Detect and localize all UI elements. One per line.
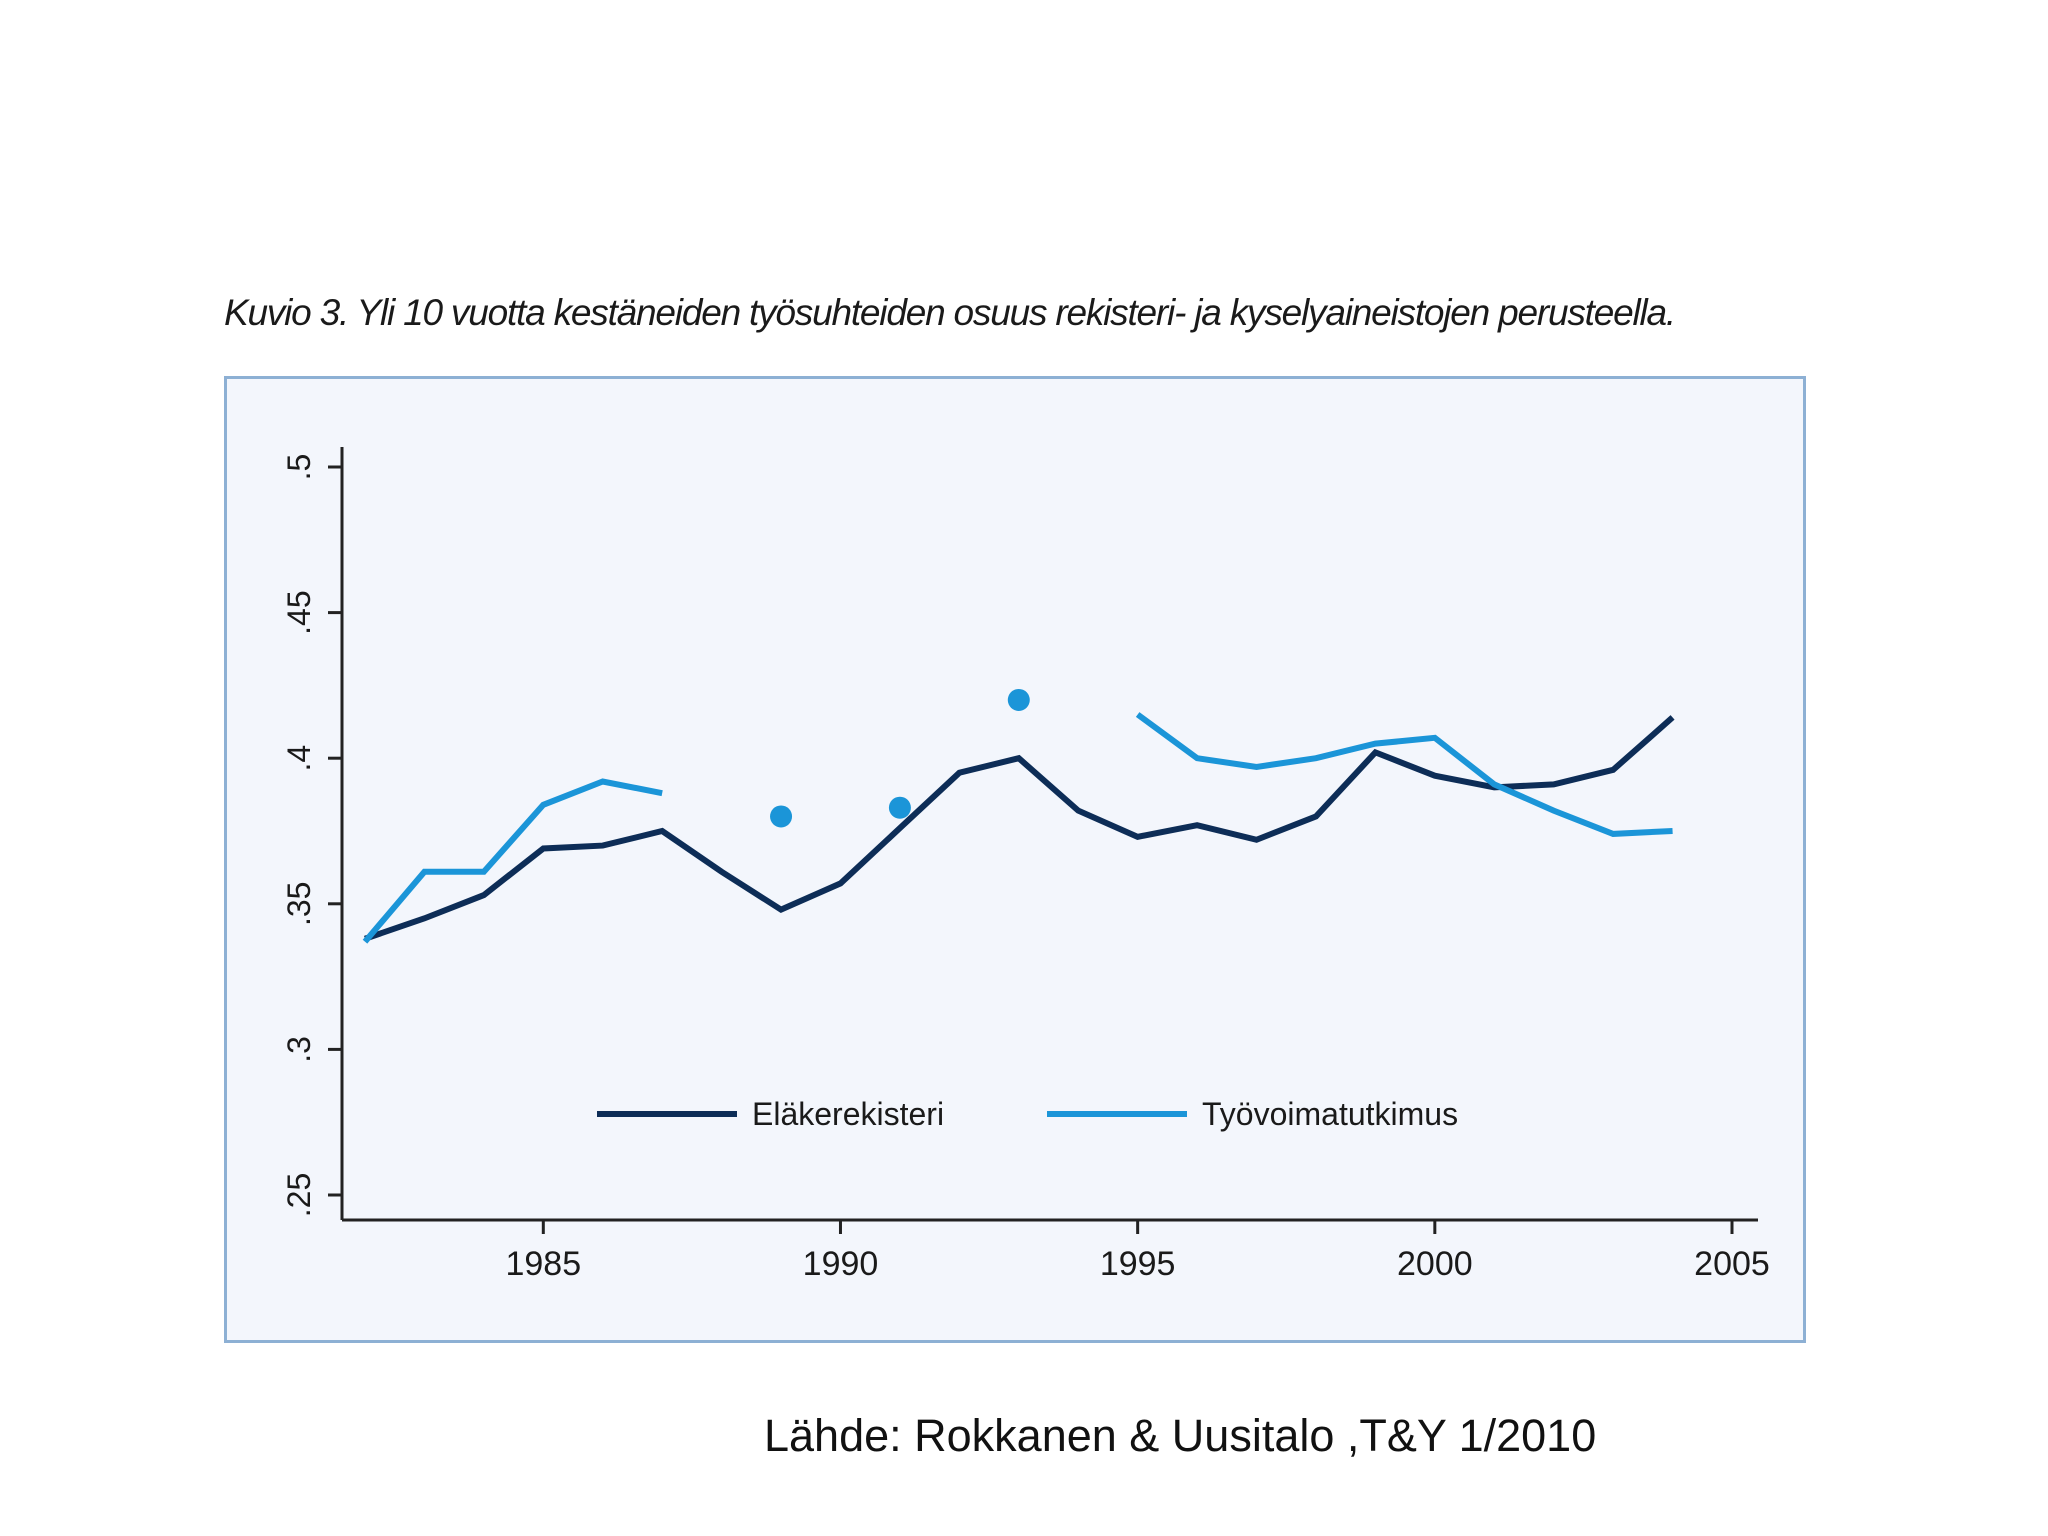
y-tick-label: .25 xyxy=(281,1173,317,1217)
series-tyovoimatutkimus-point xyxy=(888,796,911,819)
y-tick-label: .35 xyxy=(281,882,317,926)
chart-panel: .25 .3 .35 .4 .45 .5 1985 1990 1995 2000 2005 Eläke… xyxy=(224,376,1806,1343)
y-tick-label: .45 xyxy=(281,590,317,634)
legend-elakerekisteri-label: Eläkerekisteri xyxy=(752,1096,944,1132)
x-tick-label: 2005 xyxy=(1694,1245,1770,1283)
x-tick-label: 1985 xyxy=(505,1245,581,1283)
series-tyovoimatutkimus-point xyxy=(770,805,793,828)
chart-title: Kuvio 3. Yli 10 vuotta kestäneiden työsu… xyxy=(224,292,1676,333)
legend-tyovoimatutkimus-label: Työvoimatutkimus xyxy=(1202,1096,1458,1132)
y-tick-label: .5 xyxy=(281,454,317,481)
series-tyovoimatutkimus-point xyxy=(1007,688,1030,711)
x-tick-label: 2000 xyxy=(1397,1245,1473,1283)
y-tick-label: .4 xyxy=(281,745,317,772)
line-chart: .25 .3 .35 .4 .45 .5 1985 1990 1995 2000 2005 Eläke… xyxy=(281,447,1770,1283)
x-tick-label: 1990 xyxy=(803,1245,879,1283)
series-elakerekisteri-line xyxy=(364,715,1675,942)
series-tyovoimatutkimus-line xyxy=(1135,712,1673,837)
source-text: Lähde: Rokkanen & Uusitalo ,T&Y 1/2010 xyxy=(764,1410,1597,1461)
series-tyovoimatutkimus-line xyxy=(362,778,663,944)
x-tick-label: 1995 xyxy=(1100,1245,1176,1283)
y-tick-label: .3 xyxy=(281,1036,317,1063)
